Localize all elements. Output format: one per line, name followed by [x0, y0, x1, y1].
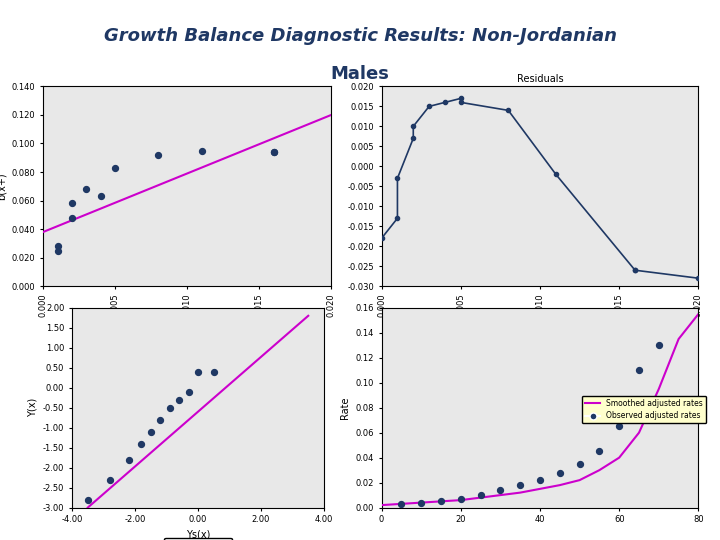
- Point: [66, 213, 78, 222]
- Point: [153, 151, 164, 159]
- Point: [82, 495, 94, 504]
- Point: [495, 486, 506, 495]
- Point: [135, 440, 147, 448]
- Y-axis label: b(x+): b(x+): [0, 172, 6, 200]
- Point: [183, 387, 194, 396]
- X-axis label: d(x+): d(x+): [174, 323, 201, 333]
- Point: [164, 403, 176, 412]
- Point: [81, 185, 92, 193]
- Point: [66, 199, 78, 208]
- Point: [196, 146, 207, 155]
- Y-axis label: Y(x): Y(x): [27, 398, 37, 417]
- Point: [104, 475, 115, 484]
- Point: [123, 455, 135, 464]
- Point: [653, 341, 665, 349]
- Point: [634, 366, 645, 375]
- Point: [415, 498, 427, 507]
- Text: Growth Balance Diagnostic Results: Non-Jordanian: Growth Balance Diagnostic Results: Non-J…: [104, 27, 616, 45]
- Point: [95, 192, 107, 201]
- Point: [593, 447, 605, 456]
- Point: [174, 395, 185, 404]
- X-axis label: Ys(x): Ys(x): [186, 530, 210, 540]
- Point: [208, 367, 220, 376]
- Title: Residuals: Residuals: [517, 74, 563, 84]
- Point: [534, 476, 546, 484]
- Text: Males: Males: [330, 65, 390, 83]
- Point: [613, 422, 625, 431]
- Point: [52, 246, 63, 255]
- Point: [268, 148, 279, 157]
- Point: [396, 500, 408, 508]
- Legend: Obs, Fitted: Obs, Fitted: [132, 326, 242, 342]
- Y-axis label: Rate: Rate: [340, 396, 350, 419]
- Legend: Obs. Y(x): Obs. Y(x): [164, 538, 232, 540]
- Point: [435, 497, 446, 505]
- Legend: Smoothed adjusted rates, Observed adjusted rates: Smoothed adjusted rates, Observed adjust…: [582, 395, 706, 423]
- Point: [554, 468, 566, 477]
- Point: [192, 367, 204, 376]
- Point: [109, 164, 121, 172]
- Point: [268, 148, 279, 157]
- Point: [455, 495, 467, 503]
- Point: [475, 491, 487, 500]
- Point: [154, 415, 166, 424]
- Point: [574, 460, 585, 468]
- Point: [515, 481, 526, 489]
- Point: [52, 242, 63, 251]
- Point: [145, 427, 156, 436]
